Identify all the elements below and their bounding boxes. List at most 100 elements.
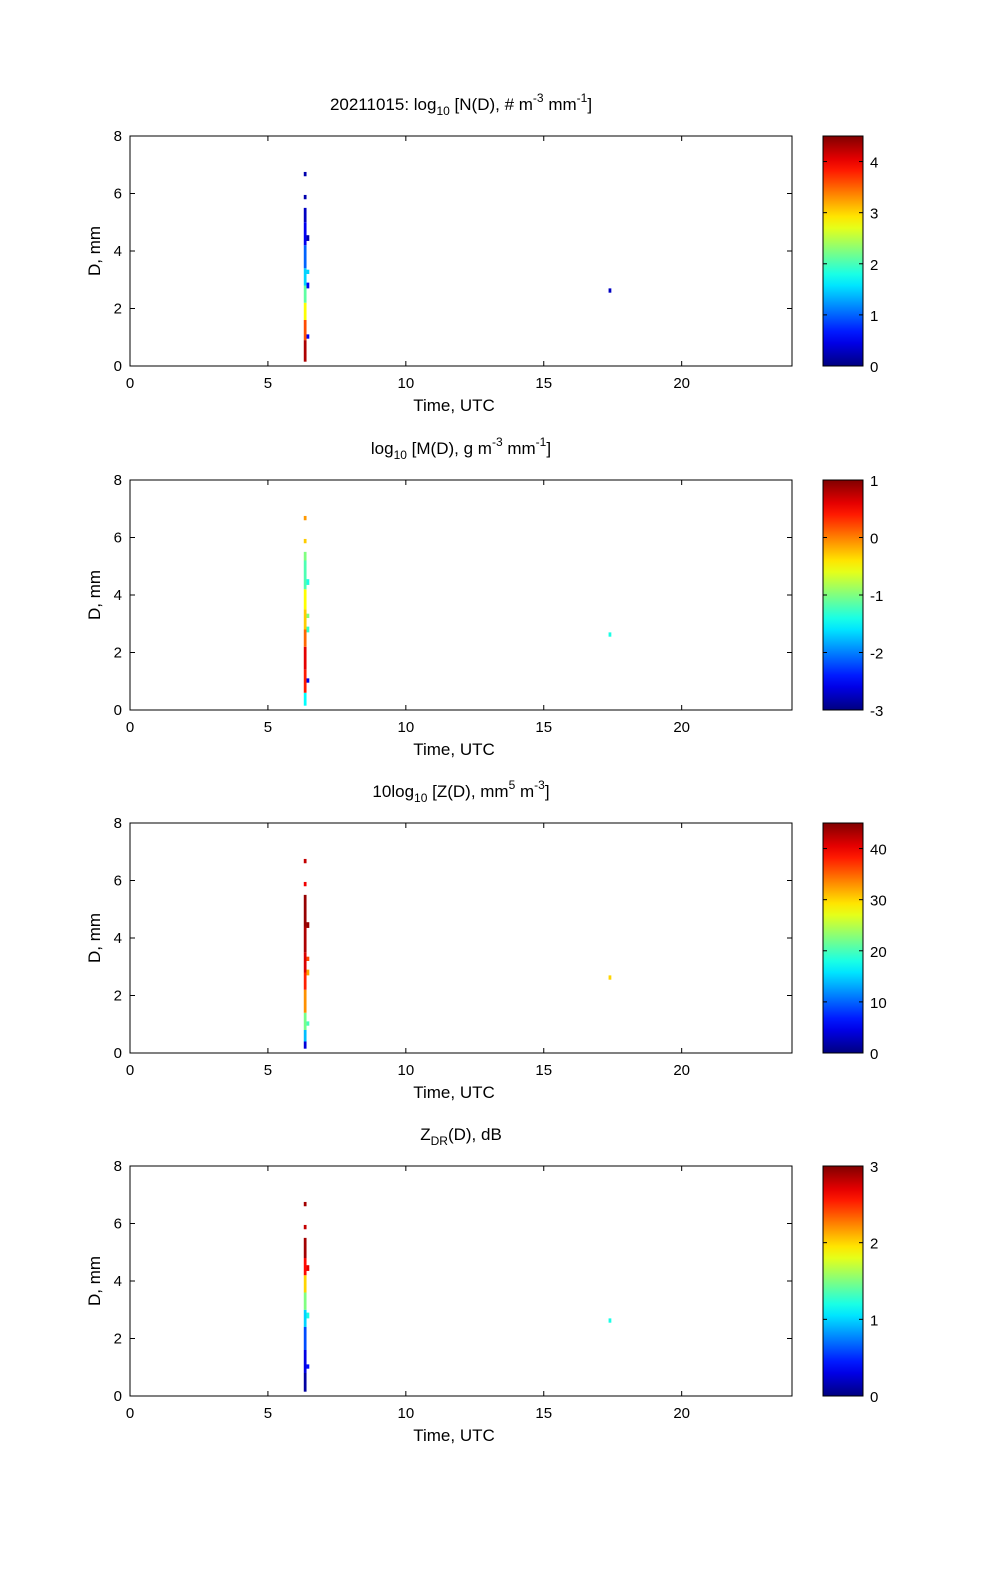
data-cell xyxy=(303,669,307,693)
y-tick-label: 4 xyxy=(114,930,122,947)
y-tick-label: 2 xyxy=(114,301,122,318)
colorbar-tick-label: 1 xyxy=(870,1312,878,1329)
title-part: mm xyxy=(544,95,577,114)
y-tick-label: 0 xyxy=(114,1388,122,1405)
data-cell xyxy=(306,956,310,961)
title-part: log xyxy=(371,439,394,458)
x-tick-label: 15 xyxy=(535,1405,552,1422)
data-cell xyxy=(303,972,307,990)
colorbar-tick-label: 30 xyxy=(870,893,887,910)
title-part: m xyxy=(515,782,534,801)
data-cell xyxy=(306,969,310,976)
data-cell xyxy=(608,288,612,293)
data-cell xyxy=(608,975,612,980)
x-tick-label: 5 xyxy=(264,375,272,392)
data-cell xyxy=(306,269,310,274)
data-cell xyxy=(303,609,307,630)
data-cell xyxy=(306,235,310,241)
y-tick-label: 6 xyxy=(114,873,122,890)
data-cell xyxy=(303,207,307,223)
colorbar-tick-label: -2 xyxy=(870,646,883,663)
title-part: 10log xyxy=(372,782,414,801)
data-cell xyxy=(303,1030,307,1042)
colorbar: 0 1 2 3 xyxy=(822,1159,878,1406)
panel-title: ZDR(D), dB xyxy=(420,1125,502,1148)
y-tick-label: 2 xyxy=(114,1331,122,1348)
y-tick-label: 4 xyxy=(114,243,122,260)
data-cell xyxy=(306,626,310,633)
plot-area xyxy=(129,822,793,1054)
title-part: 10 xyxy=(436,104,450,118)
title-part: Z xyxy=(420,1125,430,1144)
data-cell xyxy=(303,1373,307,1392)
data-cell xyxy=(303,692,307,706)
x-tick-label: 20 xyxy=(673,1405,690,1422)
y-tick-label: 6 xyxy=(114,186,122,203)
data-cell xyxy=(303,589,307,610)
title-part: -3 xyxy=(492,435,503,449)
x-tick-label: 0 xyxy=(126,719,134,736)
colorbar-tick-label: 4 xyxy=(870,155,878,172)
data-cell xyxy=(306,282,310,289)
colorbar-tick-label: -1 xyxy=(870,588,883,605)
data-cell xyxy=(303,894,307,927)
panel-3: 10log10 [Z(D), mm5 m-3]0 5 10 15 2002468Time… xyxy=(85,778,887,1102)
title-part: -1 xyxy=(536,435,547,449)
y-tick-label: 0 xyxy=(114,702,122,719)
title-part: 20211015: log xyxy=(330,95,437,114)
data-cell xyxy=(306,579,310,585)
x-tick-label: 0 xyxy=(126,375,134,392)
data-cell xyxy=(303,1012,307,1030)
title-part: DR xyxy=(431,1134,449,1148)
title-part: 10 xyxy=(394,448,408,462)
data-cell xyxy=(303,1201,307,1207)
y-axis-label: D, mm xyxy=(85,570,104,620)
title-part: -3 xyxy=(533,91,544,105)
colorbar-tick-label: 0 xyxy=(870,1389,878,1406)
colorbar-gradient xyxy=(822,822,864,1054)
data-cell xyxy=(303,560,307,590)
y-tick-label: 0 xyxy=(114,1045,122,1062)
panel-title: log10 [M(D), g m-3 mm-1] xyxy=(371,435,551,462)
data-cell xyxy=(303,320,307,341)
x-tick-label: 15 xyxy=(535,1062,552,1079)
data-cell xyxy=(303,1309,307,1327)
colorbar-tick-label: 10 xyxy=(870,995,887,1012)
x-axis-label: Time, UTC xyxy=(413,396,495,415)
title-part: ] xyxy=(587,95,592,114)
data-cell xyxy=(303,302,307,320)
panel-title: 10log10 [Z(D), mm5 m-3] xyxy=(372,778,549,805)
data-cell xyxy=(303,171,307,177)
y-tick-label: 2 xyxy=(114,988,122,1005)
title-part: 5 xyxy=(509,778,516,792)
panel-title: 20211015: log10 [N(D), # m-3 mm-1] xyxy=(330,91,592,118)
data-cell xyxy=(303,1292,307,1310)
data-cell xyxy=(303,952,307,973)
data-cell xyxy=(303,1237,307,1258)
y-tick-label: 4 xyxy=(114,587,122,604)
data-cell xyxy=(303,881,307,887)
x-axis-label: Time, UTC xyxy=(413,1426,495,1445)
title-part: ] xyxy=(545,782,550,801)
x-axis-label: Time, UTC xyxy=(413,740,495,759)
colorbar: 0 1 2 3 4 xyxy=(822,135,878,376)
data-cell xyxy=(303,858,307,864)
x-tick-label: 15 xyxy=(535,719,552,736)
x-tick-label: 10 xyxy=(397,1062,414,1079)
colorbar-tick-label: 2 xyxy=(870,257,878,274)
x-tick-label: 10 xyxy=(397,1405,414,1422)
x-tick-label: 20 xyxy=(673,1062,690,1079)
data-cell xyxy=(303,1275,307,1293)
title-part: [M(D), g m xyxy=(407,439,492,458)
title-part: 10 xyxy=(414,791,428,805)
y-tick-label: 8 xyxy=(114,1158,122,1175)
plot-area xyxy=(129,135,793,367)
y-axis-label: D, mm xyxy=(85,913,104,963)
title-part: -3 xyxy=(534,778,545,792)
y-tick-label: 0 xyxy=(114,358,122,375)
plot-area xyxy=(129,479,793,711)
title-part: -1 xyxy=(577,91,588,105)
data-cell xyxy=(303,222,307,246)
colorbar-tick-label: 1 xyxy=(870,308,878,325)
